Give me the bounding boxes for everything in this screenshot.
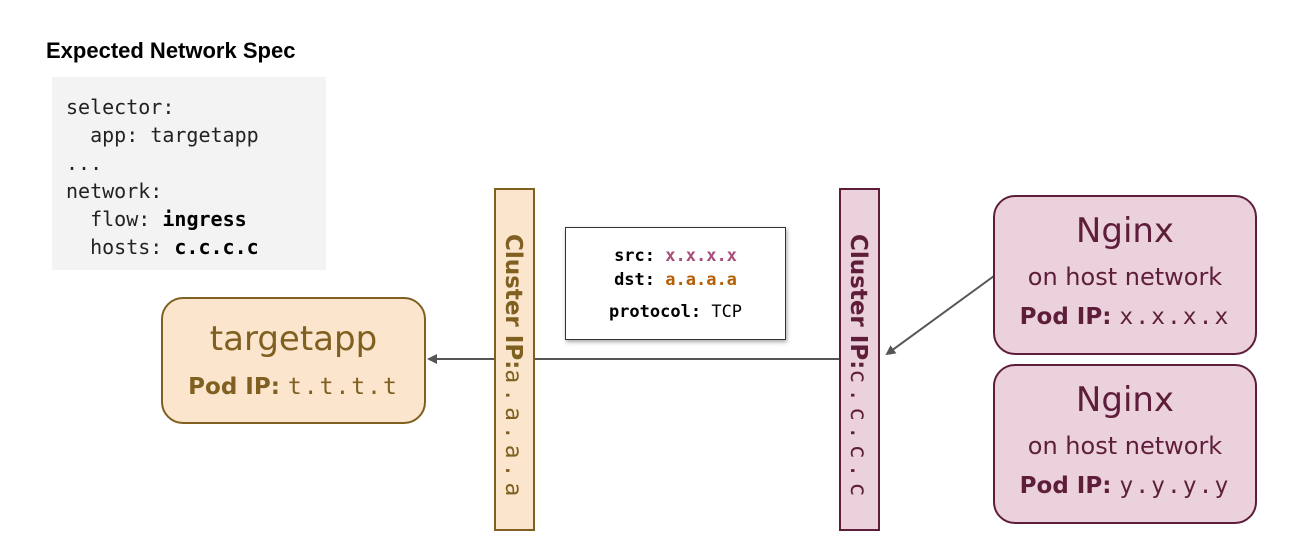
nginx-network-note: on host network xyxy=(1027,432,1223,460)
pod-ip-label: Pod IP: xyxy=(1019,304,1112,330)
packet-protocol-value: TCP xyxy=(711,302,743,322)
cluster-ip-service-right: Cluster IP:c.c.c.c xyxy=(839,188,880,531)
pod-ip-label: Pod IP: xyxy=(1019,473,1112,499)
pod-ip-label: Pod IP: xyxy=(188,374,280,400)
spec-network-key: network: xyxy=(66,179,163,203)
spec-hosts-value: c.c.c.c xyxy=(174,235,259,259)
spec-flow-value: ingress xyxy=(162,207,247,231)
spec-ellipsis: ... xyxy=(66,151,103,175)
nginx-pod-ip: Pod IP: y.y.y.y xyxy=(995,472,1255,499)
packet-info-box: src: x.x.x.x dst: a.a.a.a protocol: TCP xyxy=(565,227,786,340)
diagram-title: Expected Network Spec xyxy=(46,38,296,63)
packet-dst: dst: a.a.a.a xyxy=(614,270,737,290)
targetapp-pod-ip: Pod IP: t.t.t.t xyxy=(163,373,424,400)
spec-app-value: targetapp xyxy=(150,123,259,147)
nginx-network-note: on host network xyxy=(1027,263,1223,291)
spec-app-key: app: xyxy=(90,123,139,147)
packet-protocol: protocol: TCP xyxy=(608,302,743,322)
network-spec-code-block: selector: app: targetapp ... network: fl… xyxy=(52,77,326,270)
pod-ip-value: x.x.x.x xyxy=(1119,304,1231,330)
nginx-pod-2: Nginx on host network Pod IP: y.y.y.y xyxy=(993,364,1257,524)
targetapp-name: targetapp xyxy=(209,319,378,359)
pod-ip-value: t.t.t.t xyxy=(287,374,399,400)
nginx-name: Nginx xyxy=(1075,380,1175,420)
cluster-ip-value: c.c.c.c xyxy=(844,369,871,502)
cluster-ip-label: Cluster IP: xyxy=(499,234,526,370)
nginx-pod-ip: Pod IP: x.x.x.x xyxy=(995,303,1255,330)
arrow-from-nginx xyxy=(885,275,995,356)
spec-hosts-key: hosts: xyxy=(90,235,163,259)
nginx-name: Nginx xyxy=(1075,211,1175,251)
nginx-pod-1: Nginx on host network Pod IP: x.x.x.x xyxy=(993,195,1257,355)
spec-flow-key: flow: xyxy=(90,207,151,231)
packet-src-value: x.x.x.x xyxy=(665,246,737,266)
cluster-ip-label: Cluster IP: xyxy=(844,234,871,370)
cluster-ip-value: a.a.a.a xyxy=(499,369,526,502)
spec-selector-key: selector: xyxy=(66,95,175,119)
pod-ip-value: y.y.y.y xyxy=(1119,473,1231,499)
packet-src: src: x.x.x.x xyxy=(614,246,737,266)
targetapp-pod: targetapp Pod IP: t.t.t.t xyxy=(161,297,426,424)
packet-dst-value: a.a.a.a xyxy=(665,270,737,290)
cluster-ip-service-left: Cluster IP:a.a.a.a xyxy=(494,188,535,531)
